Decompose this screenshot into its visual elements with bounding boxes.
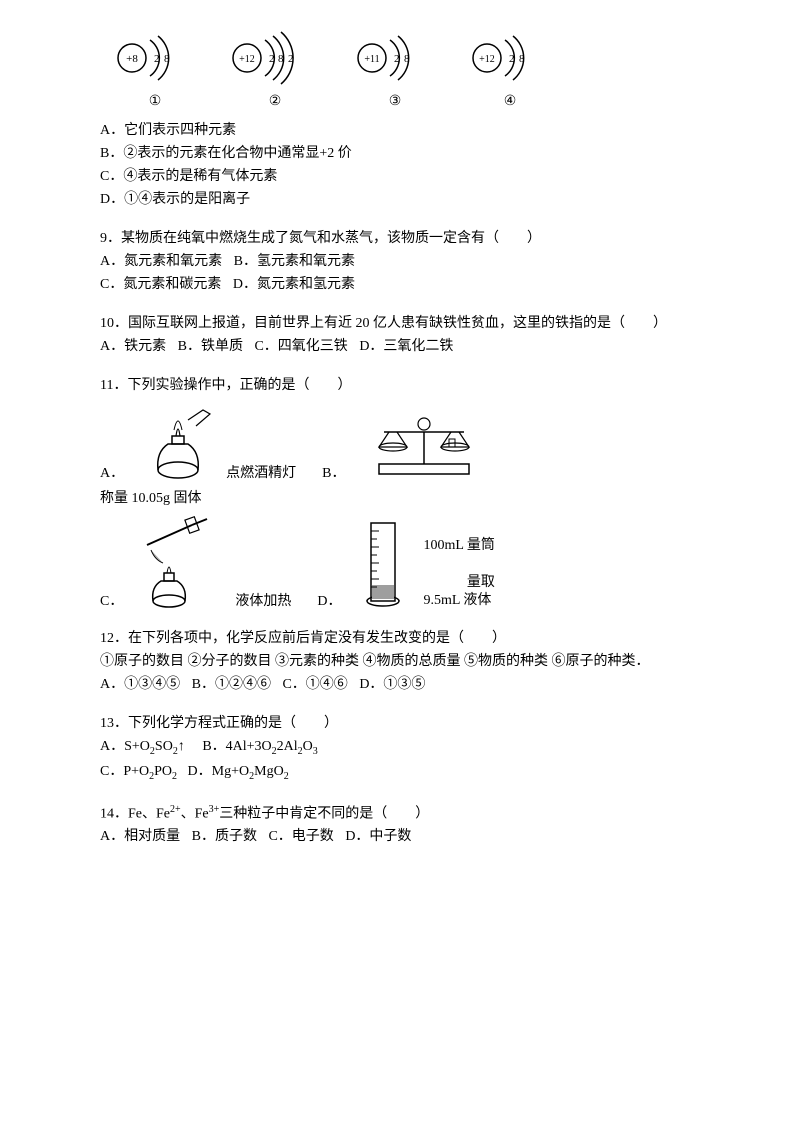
q11-A-caption: 点燃酒精灯 [226, 462, 296, 482]
q11-C-label: C． [100, 590, 123, 610]
atom-2-svg: +12 2 8 2 [225, 30, 325, 85]
svg-text:8: 8 [404, 53, 410, 65]
svg-text:2: 2 [269, 53, 275, 65]
svg-text:8: 8 [278, 53, 284, 65]
cylinder-annotations: 100mL 量筒 量取 9.5mL 液体 [423, 537, 494, 610]
atom-2: +12 2 8 2 [225, 30, 325, 85]
q11-B-caption: 称量 10.05g 固体 [100, 488, 700, 509]
q12-C: C．①④⑥ [282, 677, 347, 692]
electron-shell-diagrams: +8 2 8 +12 2 8 2 +11 [110, 30, 700, 85]
q12-line2: ①原子的数目 ②分子的数目 ③元素的种类 ④物质的总质量 ⑤物质的种类 ⑥原子的… [100, 651, 700, 672]
atom-1-svg: +8 2 8 [110, 30, 200, 85]
q11-B-label: B． [322, 462, 345, 482]
atom-4-nucleus: +12 [479, 54, 495, 65]
q10-A: A．铁元素 [100, 339, 166, 354]
q11-C-caption: 液体加热 [235, 590, 291, 610]
q12: 12．在下列各项中，化学反应前后肯定没有发生改变的是（ ） ①原子的数目 ②分子… [100, 628, 700, 695]
balance-scale-icon [359, 402, 489, 482]
q13-stem: 13．下列化学方程式正确的是（ ） [100, 713, 700, 734]
q9-C: C．氮元素和碳元素 [100, 277, 221, 292]
q14: 14．Fe、Fe2+、Fe3+三种粒子中肯定不同的是（ ） A．相对质量 B．质… [100, 802, 700, 848]
q14-B: B．质子数 [192, 829, 257, 844]
q11-A-label: A． [100, 462, 124, 482]
graduated-cylinder-icon [355, 515, 415, 610]
q8-D: D．①④表示的是阳离子 [100, 189, 700, 210]
cyl-bot: 9.5mL 液体 [423, 592, 494, 610]
q14-A: A．相对质量 [100, 829, 180, 844]
q14-C: C．电子数 [268, 829, 333, 844]
q11-row-AB: A． 点燃酒精灯 B． [100, 402, 700, 482]
q11-row-CD: C． 液体加热 D． [100, 515, 700, 610]
q13-row1: A．S+O2SO2↑ B．4Al+3O22Al2O3 [100, 736, 700, 759]
q11-stem: 11．下列实验操作中，正确的是（ ） [100, 375, 700, 396]
atom-label-4: ④ [465, 93, 555, 110]
q10: 10．国际互联网上报道，目前世界上有近 20 亿人患有缺铁性贫血，这里的铁指的是… [100, 313, 700, 357]
atom-3: +11 2 8 [350, 30, 440, 85]
atom-1: +8 2 8 [110, 30, 200, 85]
cyl-top: 100mL 量筒 [423, 537, 494, 555]
q12-D: D．①③⑤ [359, 677, 425, 692]
atom-3-nucleus: +11 [364, 54, 379, 65]
q14-stem: 14．Fe、Fe2+、Fe3+三种粒子中肯定不同的是（ ） [100, 802, 700, 825]
atom-labels: ① ② ③ ④ [110, 93, 700, 110]
atom-label-3: ③ [350, 93, 440, 110]
q8-A: A．它们表示四种元素 [100, 120, 700, 141]
q9-row1: A．氮元素和氧元素 B．氢元素和氧元素 [100, 251, 700, 272]
q11-D-label: D． [317, 590, 341, 610]
svg-text:2: 2 [509, 53, 515, 65]
q10-B: B．铁单质 [178, 339, 243, 354]
q12-B: B．①②④⑥ [192, 677, 271, 692]
atom-4: +12 2 8 [465, 30, 555, 85]
q9: 9．某物质在纯氧中燃烧生成了氮气和水蒸气，该物质一定含有（ ） A．氮元素和氧元… [100, 228, 700, 295]
q10-stem: 10．国际互联网上报道，目前世界上有近 20 亿人患有缺铁性贫血，这里的铁指的是… [100, 313, 700, 334]
q9-A: A．氮元素和氧元素 [100, 254, 222, 269]
q11: 11．下列实验操作中，正确的是（ ） A． 点燃酒精灯 B． [100, 375, 700, 610]
atom-label-1: ① [110, 93, 200, 110]
q13-C-pre: C．P+O [100, 764, 149, 779]
q13-row2: C．P+O2PO2 D．Mg+O2MgO2 [100, 761, 700, 784]
svg-text:8: 8 [164, 53, 170, 65]
q12-opts: A．①③④⑤ B．①②④⑥ C．①④⑥ D．①③⑤ [100, 674, 700, 695]
atom-label-2: ② [225, 93, 325, 110]
q9-stem: 9．某物质在纯氧中燃烧生成了氮气和水蒸气，该物质一定含有（ ） [100, 228, 700, 249]
q13: 13．下列化学方程式正确的是（ ） A．S+O2SO2↑ B．4Al+3O22A… [100, 713, 700, 784]
svg-text:2: 2 [288, 53, 294, 65]
q12-A: A．①③④⑤ [100, 677, 180, 692]
atom-4-svg: +12 2 8 [465, 30, 555, 85]
q8-options: A．它们表示四种元素 B．②表示的元素在化合物中通常显+2 价 C．④表示的是稀… [100, 120, 700, 210]
q10-D: D．三氧化二铁 [359, 339, 453, 354]
q10-C: C．四氧化三铁 [254, 339, 347, 354]
q13-B-pre: B．4Al+3O [202, 739, 271, 754]
atom-1-nucleus: +8 [126, 53, 138, 65]
svg-text:8: 8 [519, 53, 525, 65]
q14-D: D．中子数 [345, 829, 411, 844]
q8-B: B．②表示的元素在化合物中通常显+2 价 [100, 143, 700, 164]
q13-A-pre: A．S+O [100, 739, 150, 754]
cyl-mid: 量取 [423, 574, 494, 592]
alcohol-lamp-icon [138, 402, 218, 482]
q12-stem: 12．在下列各项中，化学反应前后肯定没有发生改变的是（ ） [100, 628, 700, 649]
atom-3-svg: +11 2 8 [350, 30, 440, 85]
q9-D: D．氮元素和氢元素 [233, 277, 355, 292]
svg-text:2: 2 [154, 53, 160, 65]
heating-tube-icon [137, 515, 227, 610]
q10-opts: A．铁元素 B．铁单质 C．四氧化三铁 D．三氧化二铁 [100, 336, 700, 357]
svg-text:2: 2 [394, 53, 400, 65]
atom-2-nucleus: +12 [239, 54, 255, 65]
q14-opts: A．相对质量 B．质子数 C．电子数 D．中子数 [100, 826, 700, 847]
page-content: +8 2 8 +12 2 8 2 +11 [0, 0, 800, 895]
q8-C: C．④表示的是稀有气体元素 [100, 166, 700, 187]
q13-D-pre: D．Mg+O [188, 764, 250, 779]
q9-row2: C．氮元素和碳元素 D．氮元素和氢元素 [100, 274, 700, 295]
q9-B: B．氢元素和氧元素 [234, 254, 355, 269]
